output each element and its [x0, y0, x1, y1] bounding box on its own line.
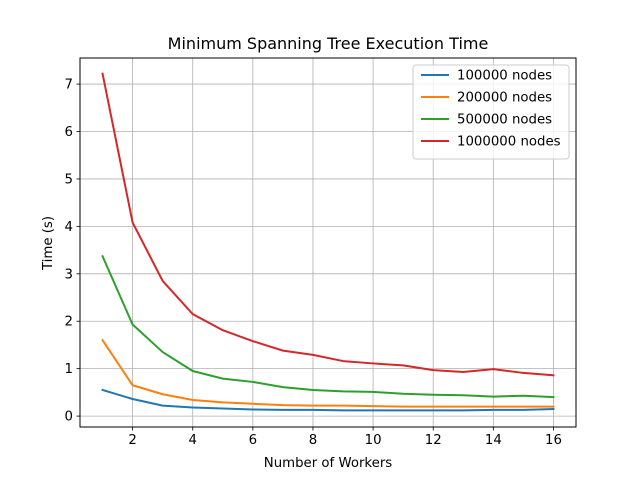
legend: 100000 nodes 200000 nodes 500000 nodes 1000… — [412, 64, 570, 160]
legend-label: 100000 nodes — [457, 69, 552, 84]
y-axis-ticks: 0 1 2 3 4 5 6 7 — [65, 78, 80, 425]
x-tick-label: 2 — [128, 433, 136, 448]
y-tick-label: 4 — [65, 220, 73, 235]
y-tick-label: 0 — [65, 410, 73, 425]
series-lines — [101, 72, 555, 412]
y-tick-label: 2 — [65, 315, 73, 330]
legend-label: 1000000 nodes — [457, 135, 561, 150]
x-tick-label: 4 — [188, 433, 196, 448]
x-tick-label: 8 — [309, 433, 317, 448]
legend-box — [412, 64, 570, 160]
series-line-2 — [101, 338, 555, 408]
x-axis-label: Number of Workers — [264, 456, 393, 471]
y-tick-label: 5 — [65, 172, 73, 187]
x-tick-label: 16 — [545, 433, 562, 448]
y-tick-label: 6 — [65, 125, 73, 140]
series-line-3 — [101, 254, 555, 399]
x-tick-label: 14 — [485, 433, 502, 448]
legend-label: 500000 nodes — [457, 113, 552, 128]
x-tick-label: 12 — [425, 433, 442, 448]
x-axis-ticks: 2 4 6 8 10 12 14 16 — [128, 427, 562, 448]
y-tick-label: 1 — [65, 362, 73, 377]
chart-title: Minimum Spanning Tree Execution Time — [168, 34, 489, 53]
y-tick-label: 7 — [65, 78, 73, 93]
x-tick-label: 6 — [249, 433, 257, 448]
plot-frame — [79, 57, 577, 428]
series-line-1 — [101, 388, 555, 412]
x-tick-label: 10 — [365, 433, 382, 448]
y-tick-label: 3 — [65, 267, 73, 282]
legend-label: 200000 nodes — [457, 91, 552, 106]
y-axis-label: Time (s) — [41, 216, 56, 271]
series-line-4 — [101, 72, 555, 377]
